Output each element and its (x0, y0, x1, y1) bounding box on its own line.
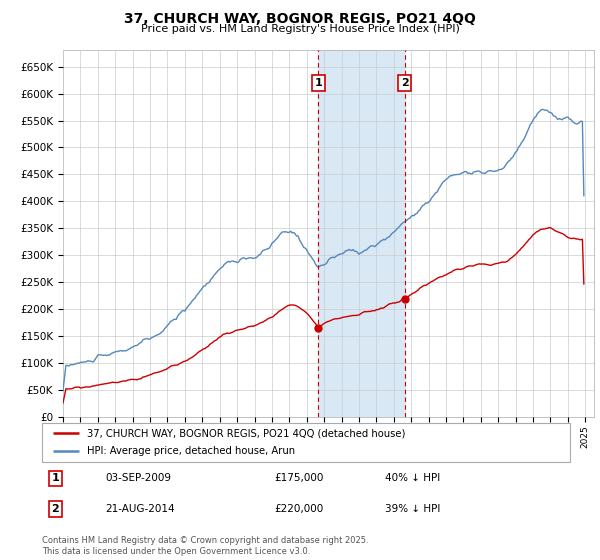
Text: 21-AUG-2014: 21-AUG-2014 (106, 504, 175, 514)
Text: 37, CHURCH WAY, BOGNOR REGIS, PO21 4QQ (detached house): 37, CHURCH WAY, BOGNOR REGIS, PO21 4QQ (… (87, 428, 405, 438)
Text: 03-SEP-2009: 03-SEP-2009 (106, 473, 172, 483)
Text: 40% ↓ HPI: 40% ↓ HPI (385, 473, 440, 483)
Text: £220,000: £220,000 (274, 504, 323, 514)
Text: Contains HM Land Registry data © Crown copyright and database right 2025.
This d: Contains HM Land Registry data © Crown c… (42, 536, 368, 556)
Text: 39% ↓ HPI: 39% ↓ HPI (385, 504, 440, 514)
Text: HPI: Average price, detached house, Arun: HPI: Average price, detached house, Arun (87, 446, 295, 456)
Text: 37, CHURCH WAY, BOGNOR REGIS, PO21 4QQ: 37, CHURCH WAY, BOGNOR REGIS, PO21 4QQ (124, 12, 476, 26)
Text: Price paid vs. HM Land Registry's House Price Index (HPI): Price paid vs. HM Land Registry's House … (140, 24, 460, 34)
Text: 2: 2 (52, 504, 59, 514)
Text: 1: 1 (314, 78, 322, 88)
FancyBboxPatch shape (42, 423, 570, 462)
Text: £175,000: £175,000 (274, 473, 323, 483)
Text: 2: 2 (401, 78, 409, 88)
Text: 1: 1 (52, 473, 59, 483)
Bar (319, 50, 404, 417)
